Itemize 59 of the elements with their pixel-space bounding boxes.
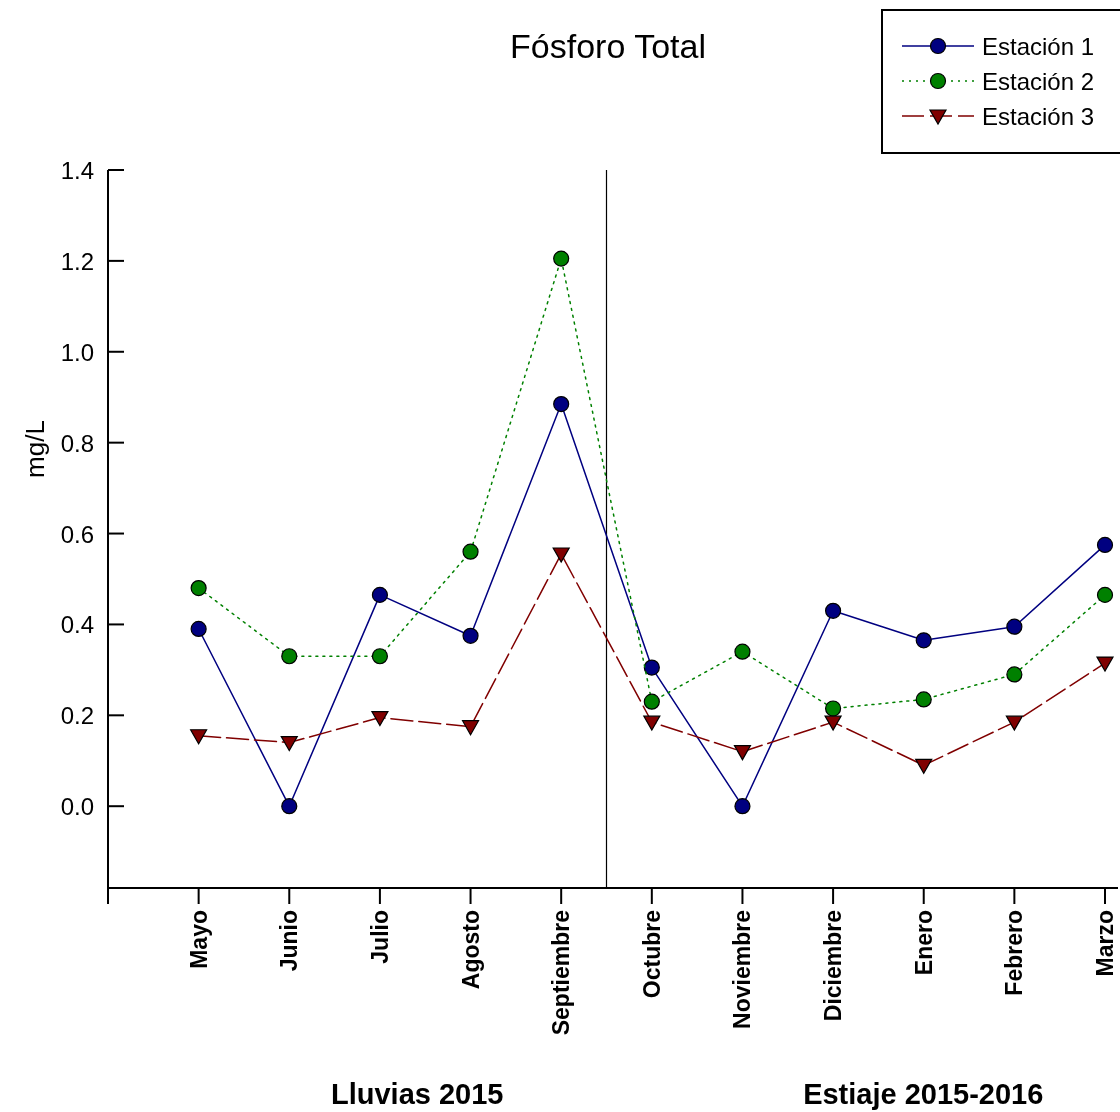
point bbox=[643, 715, 661, 731]
y-tick-label: 0.0 bbox=[60, 793, 94, 821]
point bbox=[824, 602, 842, 619]
x-tick-label: Agosto bbox=[457, 910, 484, 990]
chart-title: Fósforo Total bbox=[510, 27, 706, 65]
x-tick-label: Diciembre bbox=[820, 910, 847, 1022]
legend-label: Estación 3 bbox=[982, 103, 1095, 130]
point bbox=[462, 543, 479, 560]
y-tick-label: 0.2 bbox=[60, 702, 94, 730]
x-tick-label: Octubre bbox=[638, 910, 665, 999]
point bbox=[824, 715, 842, 731]
point bbox=[371, 586, 389, 603]
point bbox=[190, 620, 207, 638]
point bbox=[371, 710, 389, 727]
x-tick-label: Septiembre bbox=[548, 910, 575, 1036]
point bbox=[734, 643, 751, 660]
point bbox=[190, 729, 208, 745]
point bbox=[643, 693, 660, 710]
text: Estiaje 2015-2016 bbox=[803, 1078, 1044, 1110]
point bbox=[643, 659, 660, 676]
y-tick-label: 1.2 bbox=[60, 247, 94, 275]
point bbox=[281, 648, 298, 665]
y-tick-label: 0.6 bbox=[60, 520, 94, 548]
text: Lluvias 2015 bbox=[331, 1078, 504, 1110]
point bbox=[1006, 666, 1023, 683]
point bbox=[1096, 656, 1114, 672]
y-tick-label: 1.4 bbox=[60, 157, 94, 184]
y-tick-label: 1.0 bbox=[60, 338, 94, 366]
point bbox=[733, 745, 752, 761]
point bbox=[1096, 586, 1114, 603]
y-tick-label: 0.4 bbox=[60, 611, 94, 639]
legend-label: Estación 1 bbox=[982, 33, 1095, 60]
point bbox=[1006, 618, 1023, 635]
point bbox=[371, 648, 389, 665]
point bbox=[1096, 536, 1114, 554]
point bbox=[915, 632, 932, 649]
legend-label: Estación 2 bbox=[982, 68, 1095, 95]
point bbox=[1005, 715, 1023, 731]
point bbox=[552, 547, 570, 563]
point bbox=[915, 758, 933, 774]
point bbox=[462, 627, 479, 644]
point bbox=[190, 579, 207, 597]
y-axis-title: mg/L bbox=[20, 420, 50, 478]
y-tick-label: 0.8 bbox=[60, 429, 94, 457]
point bbox=[461, 720, 480, 736]
x-tick-label: Junio bbox=[276, 910, 303, 972]
point bbox=[281, 798, 298, 815]
x-tick-label: Enero bbox=[910, 910, 937, 976]
x-tick-label: Marzo bbox=[1092, 910, 1118, 977]
point bbox=[824, 700, 842, 717]
x-tick-label: Julio bbox=[366, 910, 393, 964]
x-tick-label: Mayo bbox=[185, 910, 212, 969]
x-tick-label: Febrero bbox=[1001, 910, 1028, 996]
point bbox=[734, 798, 751, 815]
point bbox=[553, 395, 570, 413]
point bbox=[553, 250, 570, 267]
x-tick-label: Noviembre bbox=[729, 910, 756, 1029]
point bbox=[280, 735, 298, 752]
point bbox=[915, 691, 932, 708]
